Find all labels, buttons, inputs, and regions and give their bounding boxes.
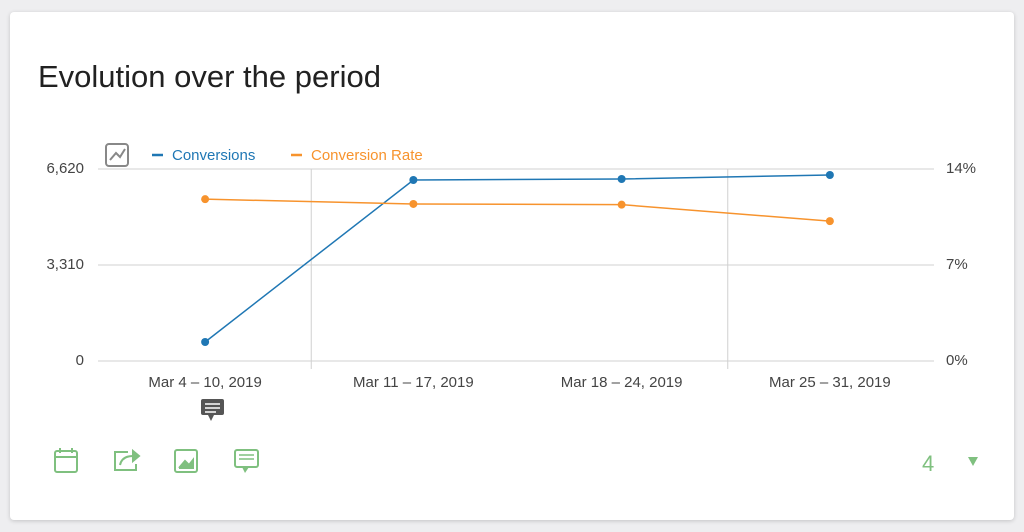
data-point — [201, 195, 210, 204]
widget-card — [10, 12, 1014, 520]
data-point — [825, 171, 834, 180]
y-tick-label: 6,620 — [46, 160, 84, 177]
series-line — [205, 198, 830, 222]
y-tick-label: 3,310 — [46, 256, 84, 273]
y2-tick-label: 14% — [946, 160, 976, 177]
annotation-icon[interactable] — [201, 399, 224, 421]
legend-label: Conversions — [172, 147, 255, 164]
chart-type-icon[interactable] — [105, 143, 129, 167]
y2-tick-label: 0% — [946, 352, 968, 369]
export-icon[interactable] — [114, 448, 141, 471]
widget-title: Evolution over the period — [38, 59, 381, 94]
calendar-icon[interactable] — [54, 448, 78, 473]
image-icon[interactable] — [174, 449, 198, 473]
x-tick-label: Mar 4 – 10, 2019 — [148, 374, 261, 391]
limit-dropdown[interactable] — [968, 457, 978, 466]
annotations-icon[interactable] — [234, 449, 259, 473]
limit-selector[interactable]: 4 — [922, 451, 934, 476]
data-point — [409, 199, 418, 208]
data-point — [617, 200, 626, 209]
y2-tick-label: 7% — [946, 256, 968, 273]
x-tick-label: Mar 25 – 31, 2019 — [769, 374, 891, 391]
data-point — [409, 175, 418, 184]
data-point — [617, 175, 626, 184]
series-line — [204, 174, 830, 343]
legend-label: Conversion Rate — [311, 147, 423, 164]
data-point — [201, 338, 210, 347]
data-point — [825, 217, 834, 226]
y-tick-label: 0 — [76, 352, 84, 369]
x-tick-label: Mar 18 – 24, 2019 — [561, 374, 683, 391]
x-tick-label: Mar 11 – 17, 2019 — [353, 374, 474, 391]
